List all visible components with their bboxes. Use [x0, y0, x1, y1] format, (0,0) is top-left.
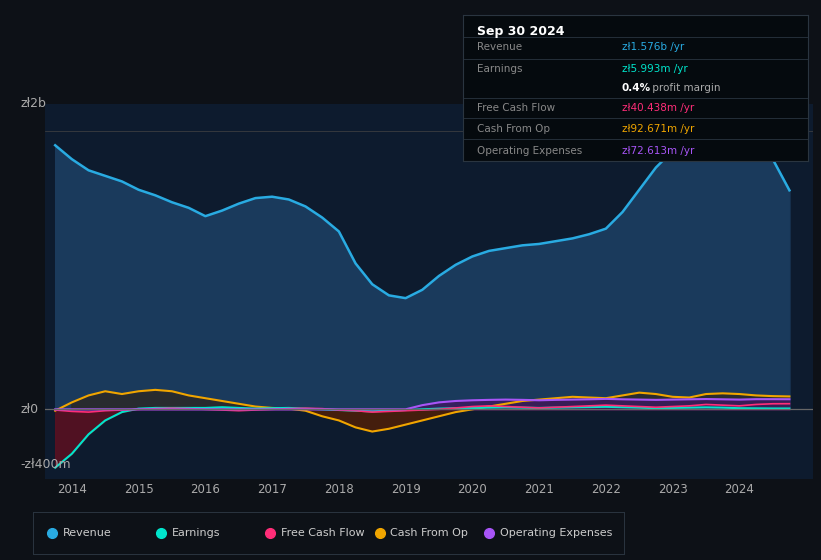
Text: 2018: 2018 [324, 483, 354, 496]
Text: Revenue: Revenue [477, 42, 522, 52]
Text: 2024: 2024 [724, 483, 754, 496]
Text: 2017: 2017 [257, 483, 287, 496]
Text: zł1.576b /yr: zł1.576b /yr [621, 42, 684, 52]
Text: zł2b: zł2b [21, 97, 47, 110]
Text: Sep 30 2024: Sep 30 2024 [477, 25, 564, 38]
Text: zł0: zł0 [21, 403, 39, 416]
Text: Cash From Op: Cash From Op [391, 529, 468, 538]
Text: Operating Expenses: Operating Expenses [477, 146, 582, 156]
Text: profit margin: profit margin [649, 83, 721, 93]
Text: 2015: 2015 [124, 483, 154, 496]
Text: 2019: 2019 [391, 483, 420, 496]
Text: Operating Expenses: Operating Expenses [500, 529, 612, 538]
Text: 2016: 2016 [190, 483, 220, 496]
Text: 2021: 2021 [524, 483, 554, 496]
Text: zł40.438m /yr: zł40.438m /yr [621, 103, 694, 113]
Text: zł5.993m /yr: zł5.993m /yr [621, 64, 687, 74]
Text: Revenue: Revenue [62, 529, 111, 538]
Text: 2020: 2020 [457, 483, 487, 496]
Text: 2023: 2023 [658, 483, 687, 496]
Text: zł92.671m /yr: zł92.671m /yr [621, 124, 694, 134]
Text: -zł400m: -zł400m [21, 459, 71, 472]
Text: zł72.613m /yr: zł72.613m /yr [621, 146, 694, 156]
Text: Earnings: Earnings [172, 529, 220, 538]
Text: Cash From Op: Cash From Op [477, 124, 550, 134]
Text: 2014: 2014 [57, 483, 87, 496]
Text: Free Cash Flow: Free Cash Flow [477, 103, 555, 113]
Text: Earnings: Earnings [477, 64, 522, 74]
Text: Free Cash Flow: Free Cash Flow [281, 529, 365, 538]
Text: 2022: 2022 [591, 483, 621, 496]
Text: 0.4%: 0.4% [621, 83, 651, 93]
